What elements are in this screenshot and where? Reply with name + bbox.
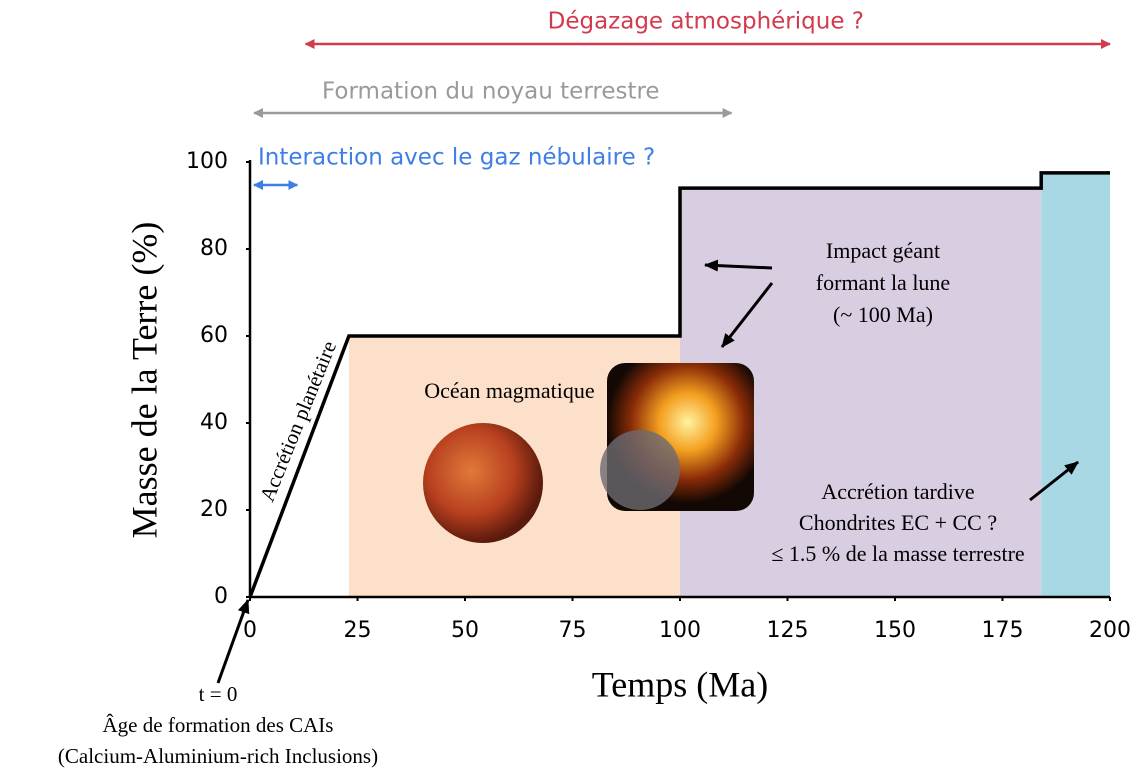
y-tick-label: 60 [200,323,228,348]
x-tick-label: 150 [874,618,916,643]
plot [246,160,1111,601]
annotation-arrow [720,282,774,348]
x-tick-label: 75 [559,618,587,643]
annotation-arrow [1029,460,1079,502]
planet-image [423,423,543,543]
annotation: t = 0 [199,682,238,706]
impact-image [600,430,680,510]
y-tick-label: 20 [200,497,228,522]
annotation: Accrétion tardive [821,479,974,504]
x-tick-label: 25 [344,618,372,643]
region [1041,172,1110,597]
span-label: Interaction avec le gaz nébulaire ? [258,145,655,171]
x-tick-label: 0 [243,618,257,643]
x-axis-label: Temps (Ma) [592,664,768,704]
region-label: Océan magmatique [424,378,594,403]
x-tick-label: 50 [451,618,479,643]
y-axis-label: Masse de la Terre (%) [124,222,164,539]
data-line [248,171,1110,598]
annotation: Impact géant [826,238,940,263]
annotation: Âge de formation des CAIs [103,713,334,737]
y-tick-label: 80 [200,236,228,261]
annotation: Chondrites EC + CC ? [799,510,997,535]
x-tick-label: 125 [767,618,809,643]
region [680,172,1042,597]
annotation-arrow [704,259,773,272]
span-label: Formation du noyau terrestre [322,79,660,105]
x-tick-label: 175 [982,618,1024,643]
annotation: ≤ 1.5 % de la masse terrestre [771,541,1024,566]
y-tick-label: 100 [186,149,228,174]
y-tick-label: 40 [200,410,228,435]
y-tick-label: 0 [214,584,228,609]
span-label: Dégazage atmosphérique ? [548,9,864,35]
x-tick-label: 200 [1089,618,1131,643]
x-tick-label: 100 [659,618,701,643]
annotation: (~ 100 Ma) [833,302,933,327]
annotation: formant la lune [816,270,950,295]
annotation-arrow [216,599,250,684]
annotation: Accrétion planétaire [255,337,341,504]
annotation: (Calcium-Aluminium-rich Inclusions) [58,744,378,768]
